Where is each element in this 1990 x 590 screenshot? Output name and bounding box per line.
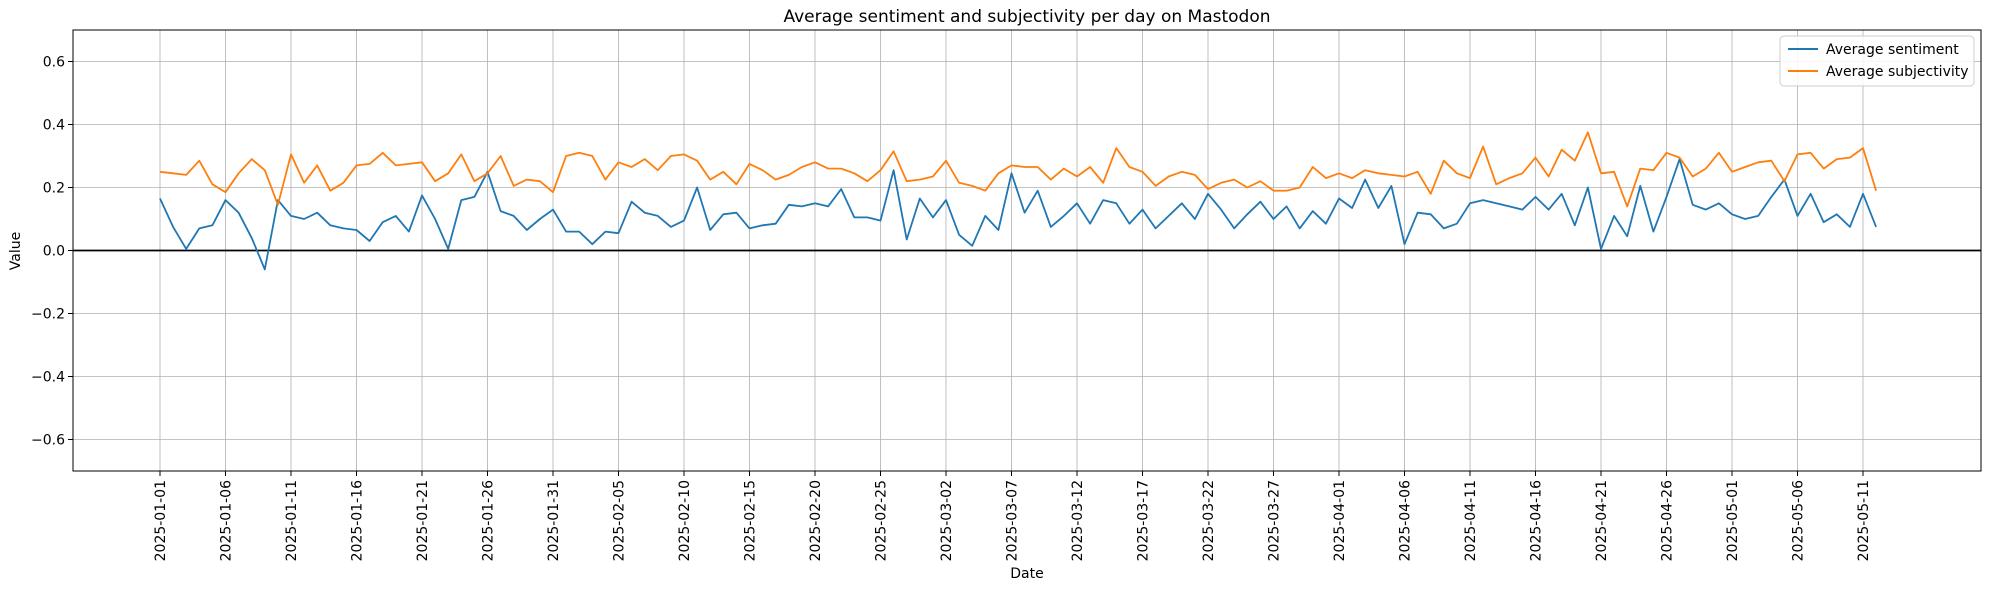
x-ticks: 2025-01-01 2025-01-06 2025-01-11 2025-01-16… — [153, 471, 1872, 561]
y-tick-label: −0.4 — [31, 370, 65, 386]
x-tick-label: 2025-03-22 — [1201, 480, 1217, 561]
legend-box — [1779, 35, 1975, 87]
x-tick-label: 2025-03-27 — [1267, 480, 1283, 561]
y-tick-label: 0.0 — [43, 244, 65, 260]
x-tick-label: 2025-02-05 — [612, 480, 628, 561]
x-tick-label: 2025-05-01 — [1725, 480, 1741, 561]
x-tick-label: 2025-04-16 — [1529, 480, 1545, 561]
x-tick-label: 2025-04-11 — [1463, 480, 1479, 561]
chart-title: Average sentiment and subjectivity per d… — [783, 7, 1270, 27]
y-tick-label: −0.2 — [31, 307, 65, 323]
y-tick-label: −0.6 — [31, 433, 65, 449]
y-tick-label: 0.2 — [43, 181, 65, 197]
legend: Average sentiment Average subjectivity — [1779, 35, 1975, 87]
x-tick-label: 2025-03-02 — [939, 480, 955, 561]
y-axis-title: Value — [8, 232, 24, 270]
x-tick-label: 2025-01-06 — [219, 480, 235, 561]
x-tick-label: 2025-04-21 — [1594, 480, 1610, 561]
x-tick-label: 2025-02-10 — [677, 480, 693, 561]
x-tick-label: 2025-03-07 — [1005, 480, 1021, 561]
legend-label-subjectivity: Average subjectivity — [1826, 64, 1969, 80]
x-tick-label: 2025-04-01 — [1332, 480, 1348, 561]
x-tick-label: 2025-03-17 — [1136, 480, 1152, 561]
x-tick-label: 2025-01-11 — [284, 480, 300, 561]
x-tick-label: 2025-01-31 — [546, 480, 562, 561]
x-tick-label: 2025-03-12 — [1070, 480, 1086, 561]
x-tick-label: 2025-02-15 — [743, 480, 759, 561]
legend-label-sentiment: Average sentiment — [1826, 42, 1959, 58]
x-tick-label: 2025-05-11 — [1856, 480, 1872, 561]
series-line-sentiment — [159, 158, 1877, 271]
x-tick-label: 2025-01-16 — [350, 480, 366, 561]
y-tick-label: 0.4 — [43, 118, 65, 134]
x-tick-label: 2025-02-20 — [808, 480, 824, 561]
series-group — [159, 131, 1877, 271]
x-tick-label: 2025-01-26 — [481, 480, 497, 561]
series-line-subjectivity — [159, 131, 1877, 208]
x-tick-label: 2025-04-06 — [1398, 480, 1414, 561]
x-tick-label: 2025-02-25 — [874, 480, 890, 561]
y-ticks: −0.6 −0.4 −0.2 0.0 0.2 0.4 0.6 — [31, 55, 73, 449]
x-tick-label: 2025-01-21 — [415, 480, 431, 561]
x-tick-label: 2025-04-26 — [1660, 480, 1676, 561]
x-tick-label: 2025-05-06 — [1791, 480, 1807, 561]
y-tick-label: 0.6 — [43, 55, 65, 71]
x-tick-label: 2025-01-01 — [153, 480, 169, 561]
x-axis-title: Date — [1010, 566, 1043, 582]
